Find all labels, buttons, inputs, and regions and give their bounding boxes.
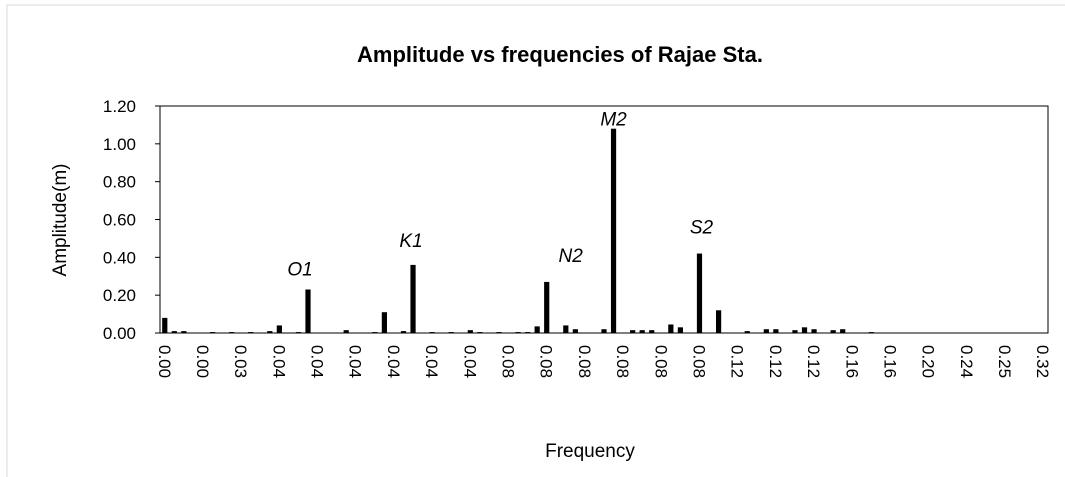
bar bbox=[248, 332, 254, 333]
bar bbox=[381, 312, 387, 333]
bar bbox=[544, 281, 550, 333]
x-tick-label: 0.16 bbox=[880, 345, 899, 378]
chart-title: Amplitude vs frequencies of Rajae Sta. bbox=[357, 42, 763, 67]
x-tick-label: 0.04 bbox=[384, 345, 403, 378]
x-tick-label: 0.12 bbox=[804, 345, 823, 378]
bar bbox=[868, 332, 874, 333]
bar bbox=[181, 331, 187, 333]
bar bbox=[677, 327, 683, 333]
bar bbox=[601, 329, 607, 333]
bar bbox=[448, 332, 454, 333]
y-tick-label: 1.00 bbox=[103, 135, 136, 154]
bar bbox=[715, 310, 722, 333]
bar bbox=[811, 329, 817, 333]
annotation: S2 bbox=[690, 218, 714, 239]
bar bbox=[649, 330, 655, 333]
bar bbox=[696, 253, 703, 333]
x-tick-label: 0.24 bbox=[957, 345, 976, 378]
bar bbox=[496, 332, 502, 333]
bar bbox=[305, 289, 311, 333]
x-tick-label: 0.32 bbox=[1033, 345, 1052, 378]
bar bbox=[563, 325, 569, 333]
bar bbox=[801, 327, 808, 333]
x-tick-label: 0.04 bbox=[308, 345, 327, 378]
bar bbox=[276, 325, 282, 333]
y-tick-label: 0.80 bbox=[103, 173, 136, 192]
x-tick-label: 0.04 bbox=[422, 345, 441, 378]
bar bbox=[209, 332, 216, 333]
x-tick-label: 0.00 bbox=[155, 345, 174, 378]
x-tick-label: 0.08 bbox=[613, 345, 632, 378]
x-tick-label: 0.03 bbox=[231, 345, 250, 378]
bar bbox=[343, 330, 349, 333]
bar bbox=[400, 331, 407, 333]
x-tick-label: 0.12 bbox=[728, 345, 747, 378]
x-tick-label: 0.04 bbox=[269, 345, 288, 378]
x-tick-label: 0.00 bbox=[193, 345, 212, 378]
bar bbox=[840, 329, 846, 333]
x-tick-label: 0.12 bbox=[766, 345, 785, 378]
x-tick-label: 0.20 bbox=[919, 345, 938, 378]
x-tick-label: 0.08 bbox=[575, 345, 594, 378]
bar bbox=[773, 329, 779, 333]
bar bbox=[162, 317, 168, 333]
bar bbox=[572, 329, 578, 333]
bar bbox=[630, 330, 636, 333]
bar bbox=[525, 332, 531, 333]
bar bbox=[830, 330, 836, 333]
plot-frame bbox=[159, 105, 1049, 334]
x-axis-label: Frequency bbox=[545, 441, 635, 462]
bar bbox=[610, 128, 617, 333]
y-tick-label: 0.20 bbox=[103, 286, 136, 305]
chart-frame bbox=[6, 4, 1065, 477]
bar bbox=[639, 330, 645, 333]
bar bbox=[477, 332, 483, 333]
x-tick-label: 0.08 bbox=[651, 345, 670, 378]
bar bbox=[267, 331, 273, 333]
bar bbox=[668, 324, 674, 333]
bar bbox=[763, 329, 769, 333]
bar bbox=[295, 332, 302, 333]
x-tick-label: 0.25 bbox=[995, 345, 1014, 378]
bar bbox=[229, 332, 235, 333]
bar bbox=[467, 330, 473, 333]
x-tick-label: 0.16 bbox=[842, 345, 861, 378]
bar bbox=[792, 330, 798, 333]
bar bbox=[534, 326, 540, 333]
annotation: N2 bbox=[559, 246, 584, 267]
y-tick-label: 0.00 bbox=[103, 324, 136, 343]
x-tick-label: 0.08 bbox=[499, 345, 518, 378]
x-tick-label: 0.04 bbox=[346, 345, 365, 378]
bar bbox=[410, 264, 416, 333]
x-tick-label: 0.08 bbox=[689, 345, 708, 378]
x-tick-label: 0.04 bbox=[460, 345, 479, 378]
annotation: K1 bbox=[399, 231, 422, 252]
bar bbox=[171, 331, 177, 333]
annotation: O1 bbox=[287, 259, 312, 280]
bar bbox=[515, 332, 521, 333]
y-tick-label: 1.20 bbox=[103, 97, 136, 116]
bar bbox=[429, 332, 435, 333]
bar bbox=[744, 331, 750, 333]
x-tick-label: 0.08 bbox=[537, 345, 556, 378]
y-tick-label: 0.60 bbox=[103, 211, 136, 230]
y-tick-label: 0.40 bbox=[103, 248, 136, 267]
annotation: M2 bbox=[600, 110, 627, 131]
bar bbox=[372, 332, 378, 333]
y-axis-label: Amplitude(m) bbox=[50, 164, 71, 277]
